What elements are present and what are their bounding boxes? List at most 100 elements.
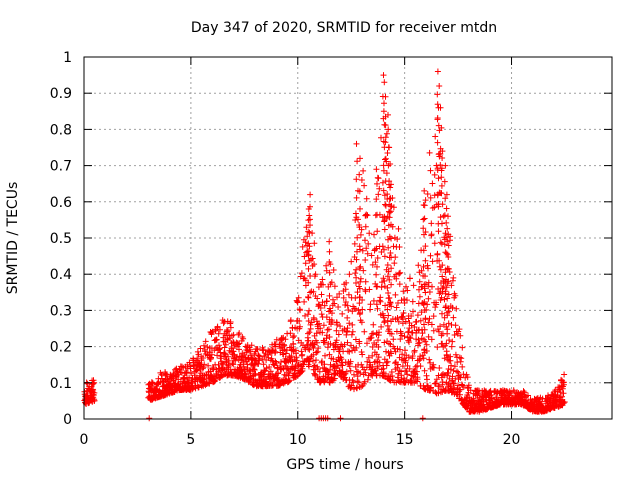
data-point [438,174,445,181]
data-point [297,307,304,314]
data-point [305,206,312,212]
data-point [384,191,391,198]
data-point [302,239,309,246]
data-point [364,250,371,257]
data-point [230,339,237,345]
data-point [307,191,314,198]
data-point [418,309,425,316]
data-point [404,297,410,304]
data-point [331,283,338,290]
data-point [380,72,387,79]
data-point [369,261,376,268]
data-point [349,321,356,328]
data-point [373,372,380,379]
data-point [442,162,449,169]
data-point [421,307,428,314]
data-point [443,284,450,291]
data-point [326,292,333,299]
data-point [201,361,208,368]
data-point [342,302,349,308]
data-point [457,391,463,398]
data-point [446,337,453,344]
data-point [394,315,401,321]
data-point [443,323,450,330]
data-point [351,371,357,378]
data-point [375,337,381,344]
data-point [395,318,402,325]
data-point [438,165,445,172]
data-point [374,255,381,261]
data-point [380,314,387,321]
data-point [382,202,389,209]
data-point [399,351,406,358]
data-point [423,341,430,348]
data-point [356,243,363,250]
data-point [388,318,395,325]
data-point [310,357,316,364]
data-point [313,349,320,356]
data-point [373,271,380,278]
x-tick-label: 20 [503,432,521,448]
data-point [346,348,353,355]
data-point [390,204,397,211]
data-point [247,346,254,353]
data-point [269,357,276,364]
data-point [357,278,364,285]
data-point [317,325,324,332]
data-point [236,330,243,337]
data-point [346,320,353,327]
data-point [421,349,428,356]
data-point [381,253,388,260]
data-point [296,318,303,324]
data-point [441,178,448,185]
data-point [386,201,393,208]
data-point [420,355,427,362]
data-point [421,215,428,222]
data-point [305,228,312,235]
data-point [306,257,313,264]
data-point [313,357,319,364]
data-point [452,292,459,299]
data-point [421,281,428,288]
data-point [561,399,568,405]
data-point [343,368,350,375]
data-point [295,294,302,301]
data-point [305,311,311,318]
data-point [382,134,389,141]
data-point [422,386,429,393]
data-point [427,252,434,259]
data-point [335,331,342,338]
data-point [422,338,429,345]
data-point [248,342,255,349]
data-point [396,281,403,288]
data-point [236,340,243,347]
data-point [410,282,417,289]
data-point [421,326,428,333]
data-point [422,273,428,280]
data-point [305,279,312,286]
data-point [404,371,411,378]
data-point [390,336,397,343]
data-point [439,388,446,395]
data-point [366,286,373,293]
data-point [360,167,367,174]
data-point [91,379,98,386]
data-point [438,182,445,189]
data-point [200,355,206,361]
data-point [342,286,349,293]
data-point [467,387,474,394]
data-point [429,180,436,187]
data-point [384,150,391,156]
data-point [559,393,565,400]
data-point [318,311,325,318]
data-point [445,265,452,272]
data-point [273,360,280,366]
data-point [362,257,369,263]
data-point [384,273,391,280]
data-point [373,166,380,173]
data-point [306,212,313,219]
data-point [409,353,416,359]
data-point [403,368,410,375]
data-point [345,307,352,313]
y-tick-labels: 0 0.1 0.2 0.3 0.4 0.5 0.6 0.7 0.8 0.9 1 [50,50,72,428]
